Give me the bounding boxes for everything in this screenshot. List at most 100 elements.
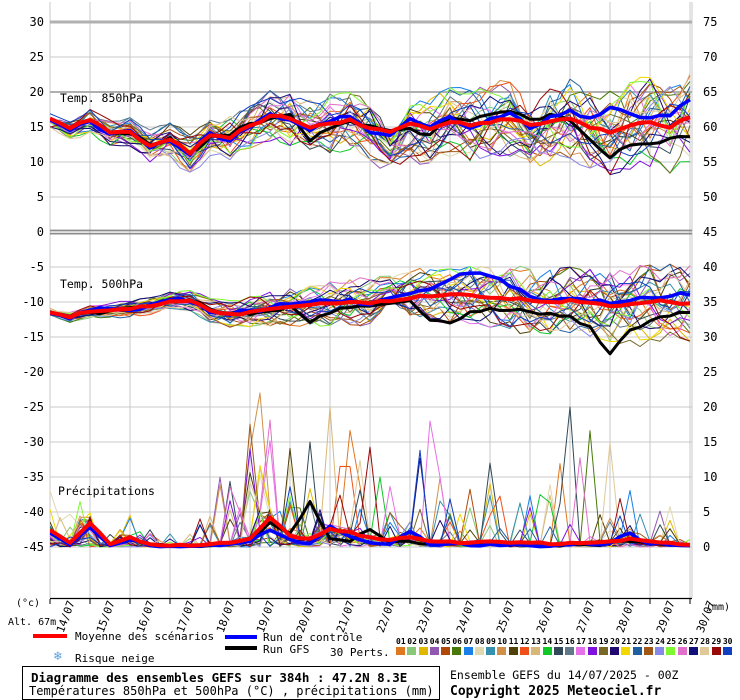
diagram-title: Diagramme des ensembles GEFS sur 384h : … [31,670,408,685]
perturbation-swatch [711,647,721,655]
right-axis-tick-label: 75 [703,15,718,29]
perturbation-swatch [722,647,732,655]
perturbation-number: 13 [531,637,541,646]
right-axis-tick-label: 0 [703,540,711,554]
perturbation-number: 23 [643,637,654,646]
perturbation-color-strip: 01 02 03 04 05 06 07 08 09 10 11 12 13 14 15 16 17 18 19 20… [396,638,738,658]
right-axis-tick-label: 15 [703,435,718,449]
right-axis-tick-label: 35 [703,295,718,309]
perturbation-number: 05 [441,637,451,646]
perturbation-number: 22 [632,637,643,646]
right-axis-tick-label: 50 [703,190,718,204]
altitude-label: Alt. 67m [8,617,57,628]
perturbation-swatch [610,647,620,655]
member-line-28-t850 [50,73,691,165]
right-axis-tick-label: 30 [703,330,718,344]
perturbation-swatch [666,647,676,655]
perturbation-item: 18 [587,637,600,655]
diagram-subtitle: Températures 850hPa et 500hPa (°C) , pré… [29,684,434,698]
perturbation-item: 02 [407,638,419,655]
perturbation-number: 18 [587,637,598,646]
perturbation-item: 13 [531,638,543,655]
right-axis-tick-label: 65 [703,85,718,99]
perturbation-item: 28 [700,638,712,655]
perturbation-swatch [553,647,563,655]
perturbation-item: 04 [429,638,442,655]
perturbation-number: 28 [700,637,710,646]
left-axis-tick-label: -5 [29,260,44,274]
perturbation-number: 21 [621,637,632,646]
left-axis-tick-label: -30 [22,435,44,449]
perturbation-item: 06 [452,638,464,655]
perturbation-item: 01 [396,638,408,655]
perturbation-item: 17 [576,638,588,655]
perturbation-number: 14 [542,637,553,646]
perturbation-item: 24 [655,638,667,655]
left-axis-tick-label: -20 [22,365,44,379]
right-axis-tick-label: 25 [703,365,718,379]
perturbation-swatch [463,647,473,655]
perturbation-swatch [452,647,462,655]
perturbation-item: 23 [643,637,656,655]
right-axis-tick-label: 10 [703,470,718,484]
perturbation-swatch [621,647,631,655]
perturbation-swatch [429,647,439,655]
left-axis-tick-label: 5 [36,190,44,204]
perturbation-number: 26 [677,637,688,646]
snowflake-icon: ❄ [54,649,62,664]
perturbation-number: 10 [497,637,508,646]
perturbation-item: 09 [486,638,498,655]
mean-line-t850 [50,113,691,156]
perturbation-swatch [700,647,710,655]
left-axis-tick-label: -45 [22,540,44,554]
perturbation-item: 03 [418,638,431,655]
left-axis-tick-label: -35 [22,470,44,484]
perturbation-item: 05 [441,638,453,655]
panel-label-850: Temp. 850hPa [60,91,144,105]
perturbation-item: 12 [519,638,532,655]
mean-line-swatch [33,634,67,638]
perturbation-number: 15 [553,637,564,646]
perturbation-number: 06 [452,637,462,646]
legend-mean-label: Moyenne des scénarios [75,630,215,643]
perturbation-number: 25 [666,637,677,646]
left-axis-tick-label: -15 [22,330,44,344]
perturbation-swatch [576,647,586,655]
mean-line-precip [50,515,691,548]
member-line-17-t850 [50,84,691,160]
perturbation-item: 11 [508,638,521,655]
perturbation-swatch [474,647,484,655]
perturbation-number: 20 [610,637,620,646]
perturbation-swatch [598,647,608,655]
right-axis-unit: (mm) [706,602,731,613]
perturbation-swatch [632,647,642,655]
perturbation-number: 19 [598,637,609,646]
panel-label-500: Temp. 500hPa [60,277,144,291]
perturbation-item: 27 [689,638,701,655]
perturbation-swatch [396,647,405,655]
perturbation-swatch [565,647,575,655]
control-line-swatch [225,635,257,639]
perturbation-item: 16 [565,638,577,655]
perturbation-item: 30 [722,638,735,655]
perturbation-number: 24 [655,637,665,646]
perturbation-swatch [519,647,529,655]
perturbation-item: 21 [621,638,633,655]
right-axis-tick-label: 45 [703,225,718,239]
perturbation-number: 08 [474,637,485,646]
run-info: Ensemble GEFS du 14/07/2025 - 00Z [450,668,679,682]
left-axis-tick-label: -40 [22,505,44,519]
mean-line-t500 [50,292,691,320]
right-axis-tick-label: 20 [703,400,718,414]
perturbation-swatch [643,647,653,655]
gfs-line-swatch [225,646,257,650]
perturbation-swatch [655,647,665,655]
member-line-30-t850 [50,97,691,169]
perturbation-swatch [497,647,507,655]
left-axis-tick-label: 15 [29,120,44,134]
legend-control-label: Run de contrôle [263,631,363,644]
ensemble-chart [49,2,693,604]
perturbation-item: 26 [677,637,690,655]
left-axis-tick-label: -10 [22,295,44,309]
